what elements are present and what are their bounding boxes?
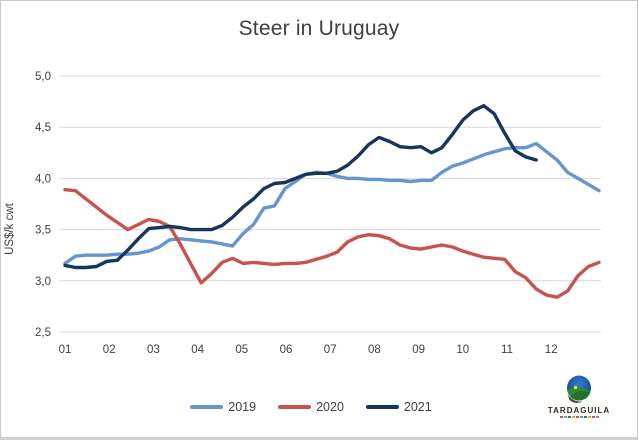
x-tick-label-07: 07 — [324, 344, 337, 356]
legend-label-2019: 2019 — [228, 400, 257, 414]
y-tick-label: 2,5 — [35, 327, 51, 339]
x-tick-label-01: 01 — [59, 344, 72, 356]
brand-tagline-decoration — [559, 416, 599, 418]
x-tick-label-03: 03 — [147, 344, 160, 356]
y-tick-label: 3,0 — [35, 276, 51, 288]
y-tick-label: 5,0 — [35, 71, 51, 83]
series-line-2021 — [63, 103, 538, 270]
x-tick-label-04: 04 — [191, 344, 204, 356]
legend-item-2019: 2019 — [190, 400, 256, 414]
legend-label-2021: 2021 — [403, 400, 432, 414]
y-tick-label: 4,0 — [35, 173, 51, 185]
legend-swatch-2021 — [365, 405, 399, 409]
x-tick-label-10: 10 — [456, 344, 469, 356]
globe-logo-icon — [567, 375, 591, 403]
legend-swatch-2020 — [278, 405, 312, 409]
legend: 2019 2020 2021 — [1, 400, 621, 414]
brand-logo: TARDAGUILA — [547, 375, 611, 418]
plot-area: 2,5 3,0 3,5 4,0 4,5 5,0 01 02 03 04 05 06 07 08 09 10 11… — [35, 71, 601, 356]
y-tick-label: 4,5 — [35, 122, 51, 134]
chart-title: Steer in Uruguay — [238, 17, 400, 40]
legend-item-2021: 2021 — [365, 400, 432, 414]
x-tick-label-12: 12 — [545, 344, 558, 356]
x-tick-label-02: 02 — [103, 344, 116, 356]
legend-swatch-2019 — [190, 405, 224, 409]
series-line-2019 — [63, 141, 601, 266]
x-tick-label-05: 05 — [235, 344, 248, 356]
x-tick-label-09: 09 — [412, 344, 425, 356]
brand-name: TARDAGUILA — [547, 406, 611, 415]
legend-label-2020: 2020 — [316, 400, 344, 414]
x-tick-label-06: 06 — [280, 344, 293, 356]
x-tick-label-11: 11 — [501, 344, 513, 356]
x-tick-label-08: 08 — [368, 344, 381, 356]
legend-item-2020: 2020 — [278, 400, 344, 414]
series-line-2020 — [63, 187, 601, 299]
y-tick-label: 3,5 — [35, 225, 51, 237]
